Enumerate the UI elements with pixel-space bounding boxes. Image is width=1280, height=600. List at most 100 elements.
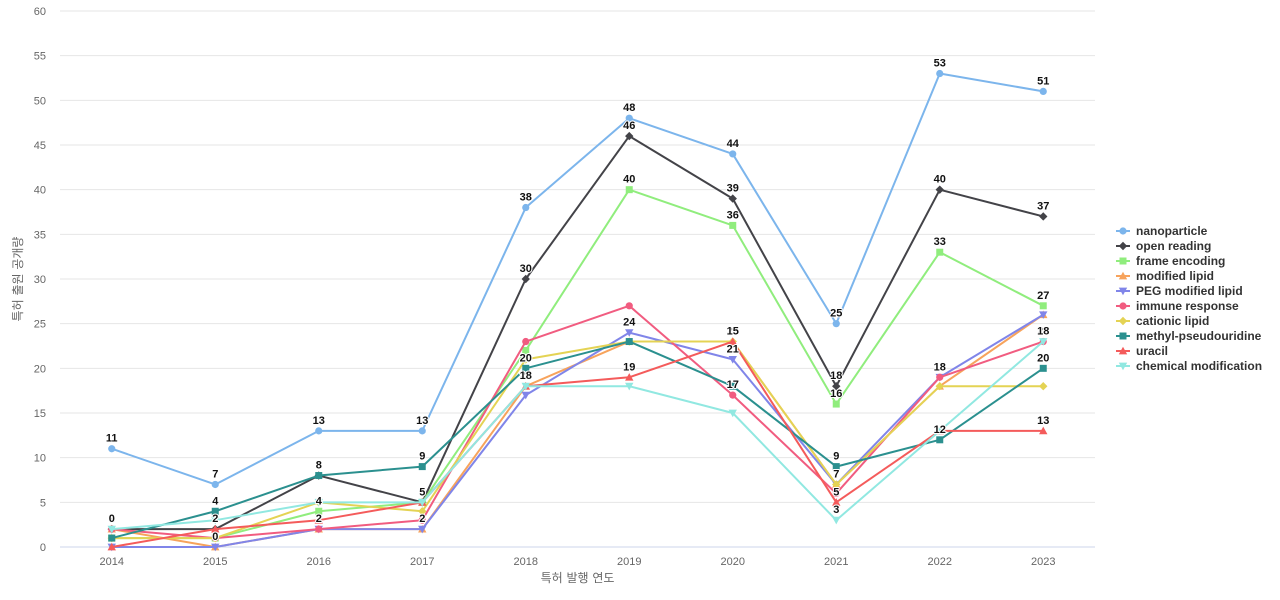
data-point-methyl-pseudouridine — [522, 364, 530, 372]
y-tick-label: 35 — [34, 229, 46, 241]
data-label-methyl-pseudouridine: 20 — [520, 352, 532, 364]
data-point-peg-modified-lipid — [521, 391, 530, 400]
data-label-frame-encoding: 40 — [623, 174, 635, 186]
legend-item-modified-lipid[interactable]: modified lipid — [1116, 269, 1214, 283]
data-point-immune-response — [418, 516, 426, 524]
data-label-nanoparticle: 48 — [623, 102, 635, 114]
data-label-modified-lipid: 22 — [520, 370, 532, 382]
data-point-methyl-pseudouridine — [211, 507, 219, 515]
data-label-methyl-pseudouridine: 12 — [934, 424, 946, 436]
data-point-methyl-pseudouridine — [832, 463, 840, 471]
legend-item-open-reading[interactable]: open reading — [1116, 239, 1211, 253]
data-point-immune-response — [315, 525, 323, 533]
series-open-reading — [107, 131, 1048, 534]
data-point-chemical-modification — [625, 382, 634, 391]
data-label-open-reading: 18 — [830, 370, 842, 382]
data-point-nanoparticle — [832, 320, 840, 328]
x-tick-label: 2021 — [824, 556, 848, 568]
data-label-open-reading: 40 — [934, 174, 946, 186]
data-point-immune-response — [625, 302, 633, 310]
series-line-methyl-pseudouridine — [111, 340, 1044, 540]
data-point-cationic-lipid — [1039, 382, 1048, 391]
legend-label: PEG modified lipid — [1136, 284, 1243, 298]
y-tick-label: 45 — [34, 140, 46, 152]
data-point-peg-modified-lipid — [418, 525, 427, 534]
x-tick-label: 2019 — [617, 556, 641, 568]
data-label-modified-lipid: 0 — [212, 531, 218, 543]
data-point-peg-modified-lipid — [728, 356, 737, 364]
data-point-uracil — [728, 337, 737, 345]
data-label-frame-encoding: 27 — [1037, 290, 1049, 302]
y-tick-label: 20 — [34, 363, 46, 375]
legend-label: chemical modification — [1136, 359, 1262, 373]
legend-item-nanoparticle[interactable]: nanoparticle — [1116, 224, 1208, 238]
data-label-nanoparticle: 7 — [212, 468, 218, 480]
data-point-methyl-pseudouridine — [729, 382, 737, 390]
x-tick-label: 2017 — [410, 556, 434, 568]
legend-marker-nanoparticle — [1119, 227, 1127, 235]
data-label-modified-lipid: 0 — [109, 513, 115, 525]
data-point-methyl-pseudouridine — [936, 436, 944, 444]
legend-marker-chemical-modification — [1118, 362, 1128, 371]
legend-label: immune response — [1136, 299, 1239, 313]
legend-item-chemical-modification[interactable]: chemical modification — [1116, 359, 1262, 373]
data-point-uracil — [1039, 426, 1048, 435]
legend-label: methyl-pseudouridine — [1136, 329, 1262, 343]
legend-marker-open-reading — [1118, 241, 1128, 251]
legend-item-frame-encoding[interactable]: frame encoding — [1116, 254, 1225, 268]
data-point-chemical-modification — [107, 525, 116, 534]
data-point-open-reading — [832, 382, 841, 391]
x-tick-label: 2023 — [1031, 556, 1055, 568]
data-label-open-reading: 30 — [520, 263, 532, 275]
y-tick-label: 10 — [34, 453, 46, 465]
data-point-immune-response — [936, 373, 944, 381]
data-point-frame-encoding — [832, 400, 840, 408]
data-label-methyl-pseudouridine: 9 — [419, 451, 425, 463]
axes: 특허 출원 공개량 특허 발행 연도 051015202530354045505… — [11, 6, 1095, 585]
data-label-immune-response: 18 — [934, 361, 946, 373]
data-point-nanoparticle — [1039, 87, 1047, 95]
data-point-frame-encoding — [522, 346, 530, 354]
data-point-methyl-pseudouridine — [418, 463, 426, 471]
data-point-methyl-pseudouridine — [108, 534, 116, 542]
legend-marker-methyl-pseudouridine — [1119, 332, 1127, 340]
x-tick-label: 2015 — [203, 556, 227, 568]
data-point-peg-modified-lipid — [625, 329, 634, 337]
data-label-open-reading: 2 — [109, 513, 115, 525]
data-point-frame-encoding — [315, 507, 323, 515]
legend-marker-frame-encoding — [1119, 257, 1127, 265]
series-line-nanoparticle — [111, 72, 1044, 486]
series-nanoparticle — [108, 69, 1047, 489]
data-point-peg-modified-lipid — [211, 543, 220, 552]
legend-label: uracil — [1136, 344, 1168, 358]
x-tick-label: 2020 — [721, 556, 745, 568]
legend-item-uracil[interactable]: uracil — [1116, 344, 1168, 358]
data-point-nanoparticle — [211, 480, 219, 489]
data-label-methyl-pseudouridine: 4 — [212, 495, 219, 507]
data-point-cationic-lipid — [521, 355, 530, 364]
legend-item-methyl-pseudouridine[interactable]: methyl-pseudouridine — [1116, 329, 1262, 343]
data-point-chemical-modification — [211, 516, 220, 525]
data-point-chemical-modification — [728, 409, 737, 418]
data-label-nanoparticle: 25 — [830, 308, 842, 320]
legend-item-immune-response[interactable]: immune response — [1116, 299, 1239, 313]
data-label-peg-modified-lipid: 2 — [316, 513, 322, 525]
y-tick-label: 15 — [34, 408, 46, 420]
legend-label: frame encoding — [1136, 254, 1225, 268]
y-tick-label: 0 — [40, 542, 46, 554]
x-tick-label: 2014 — [100, 556, 124, 568]
data-point-open-reading — [521, 274, 530, 284]
legend-item-cationic-lipid[interactable]: cationic lipid — [1116, 314, 1209, 328]
data-point-nanoparticle — [108, 445, 116, 453]
data-point-chemical-modification — [935, 427, 944, 436]
data-point-immune-response — [729, 391, 737, 399]
data-point-uracil — [314, 516, 323, 524]
legend-item-peg-modified-lipid[interactable]: PEG modified lipid — [1116, 284, 1243, 298]
data-point-nanoparticle — [315, 427, 323, 435]
data-point-chemical-modification — [418, 498, 427, 507]
data-label-immune-response: 17 — [727, 379, 739, 391]
data-label-chemical-modification: 3 — [833, 504, 839, 516]
series-line-cationic-lipid — [111, 340, 1044, 540]
